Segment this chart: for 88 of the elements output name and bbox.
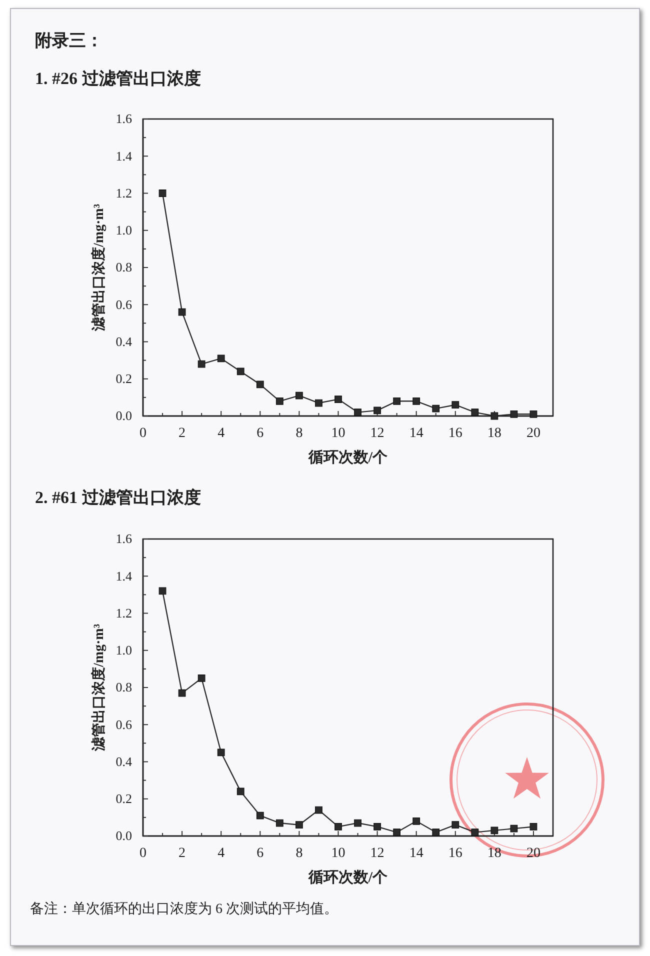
y-tick-label: 1.0	[116, 222, 132, 238]
x-tick-label: 10	[331, 426, 346, 441]
point	[510, 410, 518, 418]
point	[354, 819, 362, 827]
point	[354, 408, 362, 416]
x-tick-label: 12	[370, 426, 384, 441]
point	[432, 828, 440, 836]
point	[315, 399, 322, 407]
y-tick-label: 0.0	[116, 408, 132, 424]
point	[217, 748, 225, 756]
y-tick-label: 0.6	[116, 296, 132, 312]
x-tick-label: 18	[487, 426, 502, 441]
point	[315, 806, 322, 814]
x-tick-label: 10	[331, 846, 346, 861]
point	[236, 788, 244, 796]
point	[432, 404, 440, 412]
x-tick-label: 2	[178, 846, 186, 861]
x-tick-label: 16	[448, 846, 462, 861]
x-tick-label: 18	[487, 846, 502, 861]
x-tick-label: 14	[409, 426, 424, 441]
point	[276, 397, 284, 405]
x-tick-label: 12	[370, 846, 384, 861]
x-axis-title: 循环次数/个	[307, 449, 389, 466]
x-axis-title: 循环次数/个	[307, 869, 389, 886]
y-tick-label: 0.2	[116, 371, 132, 386]
chart-title: 1. #26 过滤管出口浓度	[35, 69, 201, 88]
point	[334, 823, 342, 830]
y-tick-label: 0.4	[116, 754, 132, 769]
point	[178, 308, 186, 316]
point	[158, 190, 166, 197]
point	[393, 397, 400, 405]
x-tick-label: 4	[218, 846, 225, 861]
x-tick-label: 6	[256, 426, 264, 441]
point	[198, 674, 206, 682]
x-tick-label: 6	[256, 846, 264, 861]
point	[256, 812, 264, 820]
y-tick-label: 1.2	[116, 605, 132, 620]
x-tick-label: 20	[526, 426, 540, 441]
x-tick-label: 20	[526, 846, 540, 861]
y-tick-label: 1.6	[116, 531, 132, 546]
point	[510, 824, 518, 832]
y-tick-label: 1.0	[116, 642, 132, 658]
y-tick-label: 1.4	[116, 568, 132, 584]
y-tick-label: 0.2	[116, 791, 132, 806]
point	[452, 821, 460, 829]
x-tick-label: 8	[296, 846, 303, 861]
point	[471, 408, 479, 416]
point	[256, 380, 264, 388]
y-tick-label: 0.0	[116, 828, 132, 844]
point	[490, 412, 498, 420]
point	[217, 354, 225, 362]
point	[374, 406, 381, 414]
x-tick-label: 14	[409, 846, 424, 861]
point	[276, 819, 284, 827]
y-tick-label: 0.8	[116, 680, 132, 695]
point	[158, 587, 166, 595]
point	[412, 397, 420, 405]
x-tick-label: 8	[296, 426, 303, 441]
point	[296, 821, 303, 829]
point	[471, 828, 479, 836]
point	[334, 396, 342, 403]
x-tick-label: 4	[218, 426, 225, 441]
point	[178, 689, 186, 697]
point	[530, 410, 538, 418]
x-tick-label: 0	[140, 846, 146, 861]
y-tick-label: 0.4	[116, 334, 132, 349]
point	[374, 823, 381, 830]
y-axis-title: 滤管出口浓度/mg·m³	[90, 624, 107, 752]
point	[530, 823, 538, 830]
point	[198, 360, 206, 368]
y-tick-label: 0.8	[116, 260, 132, 275]
x-tick-label: 16	[448, 426, 462, 441]
point	[452, 401, 460, 409]
x-tick-label: 2	[178, 426, 186, 441]
chart-title: 2. #61 过滤管出口浓度	[35, 488, 201, 507]
x-tick-label: 0	[140, 426, 146, 441]
point	[236, 368, 244, 376]
y-tick-label: 1.2	[116, 185, 132, 200]
point	[296, 392, 303, 400]
y-tick-label: 1.6	[116, 111, 132, 126]
y-axis-title: 滤管出口浓度/mg·m³	[90, 204, 107, 332]
y-tick-label: 1.4	[116, 148, 132, 164]
text: 备注：单次循环的出口浓度为 6 次测试的平均值。	[30, 901, 338, 917]
point	[490, 826, 498, 834]
point	[393, 828, 400, 836]
y-tick-label: 0.6	[116, 716, 132, 732]
text: 附录三：	[35, 31, 103, 50]
point	[412, 817, 420, 825]
